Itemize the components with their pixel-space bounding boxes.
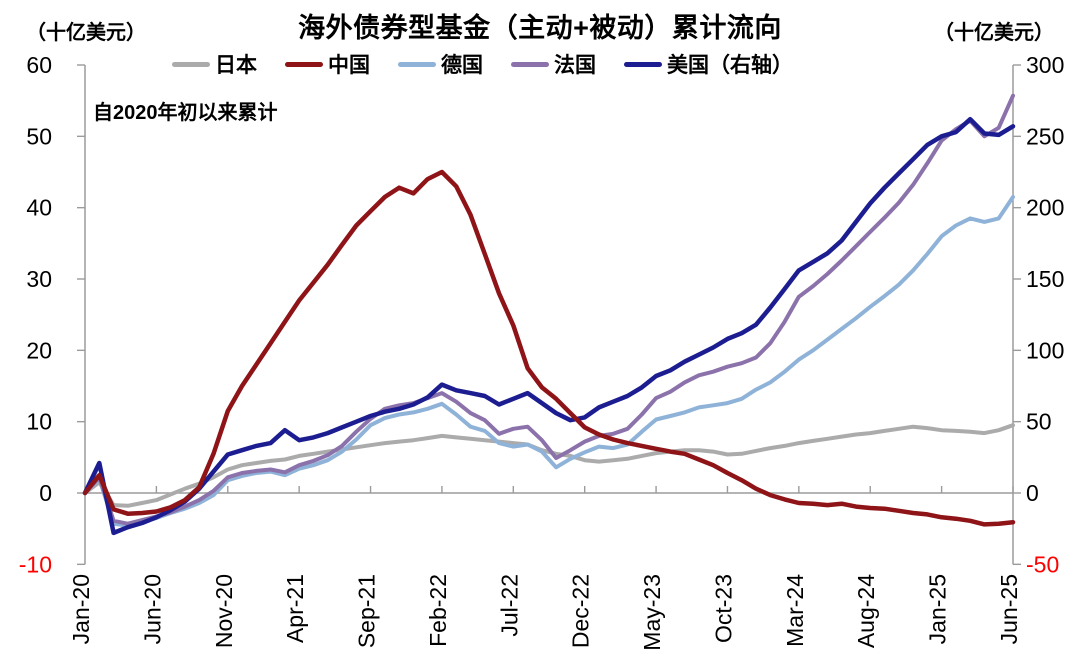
right-axis-tick-label: 100	[1026, 337, 1064, 363]
legend-item-germany: 德国	[398, 49, 483, 79]
legend-item-us: 美国（右轴）	[624, 49, 793, 79]
legend-label-us: 美国（右轴）	[667, 54, 793, 77]
legend-label-china: 中国	[328, 54, 370, 77]
right-axis-tick-label: 50	[1026, 409, 1052, 435]
x-axis-tick-label: Jun-20	[139, 574, 165, 644]
x-axis-tick-label: Apr-21	[282, 574, 308, 643]
legend-swatch-germany	[398, 61, 436, 67]
series-line-france	[83, 93, 1015, 526]
right-axis-tick-label: -50	[1026, 551, 1059, 577]
x-axis-tick-label: Oct-23	[710, 574, 736, 643]
series-line-japan	[83, 423, 1015, 508]
series-line-us	[82, 116, 1016, 536]
legend-label-japan: 日本	[215, 54, 257, 77]
x-axis-tick-label: Aug-24	[853, 574, 879, 648]
left-axis-tick-label: 30	[26, 266, 52, 292]
legend-item-france: 法国	[511, 49, 596, 79]
x-axis-tick-label: Jul-22	[496, 574, 522, 637]
right-axis-tick-label: 200	[1026, 195, 1064, 221]
right-axis-tick-label: 300	[1026, 52, 1064, 78]
x-axis-tick-label: Jan-25	[925, 574, 951, 644]
left-axis-tick-label: 50	[26, 123, 52, 149]
x-axis-tick-label: Feb-22	[425, 574, 451, 647]
left-axis-tick-label: 0	[39, 480, 52, 506]
x-axis-tick-label: Nov-20	[211, 574, 237, 648]
left-axis-tick-label: -10	[19, 551, 52, 577]
x-axis-tick-label: Jun-25	[996, 574, 1022, 644]
left-axis-tick-label: 20	[26, 337, 52, 363]
legend-swatch-japan	[172, 61, 210, 67]
legend-swatch-us	[624, 61, 662, 67]
left-axis-tick-label: 60	[26, 52, 52, 78]
legend-item-china: 中国	[285, 49, 370, 79]
left-axis-unit-label: （十亿美元）	[26, 22, 146, 44]
annotation-note: 自2020年初以来累计	[93, 102, 278, 124]
legend-label-germany: 德国	[441, 54, 483, 77]
right-axis-tick-label: 0	[1026, 480, 1039, 506]
right-axis-tick-label: 150	[1026, 266, 1064, 292]
chart-title: 海外债券型基金（主动+被动）累计流向	[298, 13, 782, 43]
x-axis-tick-label: Mar-24	[782, 574, 808, 647]
x-axis-tick-label: Sep-21	[354, 574, 380, 648]
series-line-china	[82, 169, 1016, 527]
left-axis-tick-label: 10	[26, 409, 52, 435]
legend: 日本 中国 德国 法国 美国（右轴）	[0, 49, 965, 79]
legend-label-france: 法国	[554, 54, 596, 77]
x-axis-tick-label: Jan-20	[68, 574, 94, 644]
x-axis-tick-label: Dec-22	[568, 574, 594, 648]
right-axis-tick-label: 250	[1026, 123, 1064, 149]
x-axis-tick-label: May-23	[639, 574, 665, 651]
series-line-germany	[83, 195, 1015, 528]
left-axis-tick-label: 40	[26, 195, 52, 221]
legend-swatch-france	[511, 61, 549, 67]
legend-swatch-china	[285, 61, 323, 67]
legend-item-japan: 日本	[172, 49, 257, 79]
right-axis-unit-label: （十亿美元）	[934, 22, 1054, 44]
